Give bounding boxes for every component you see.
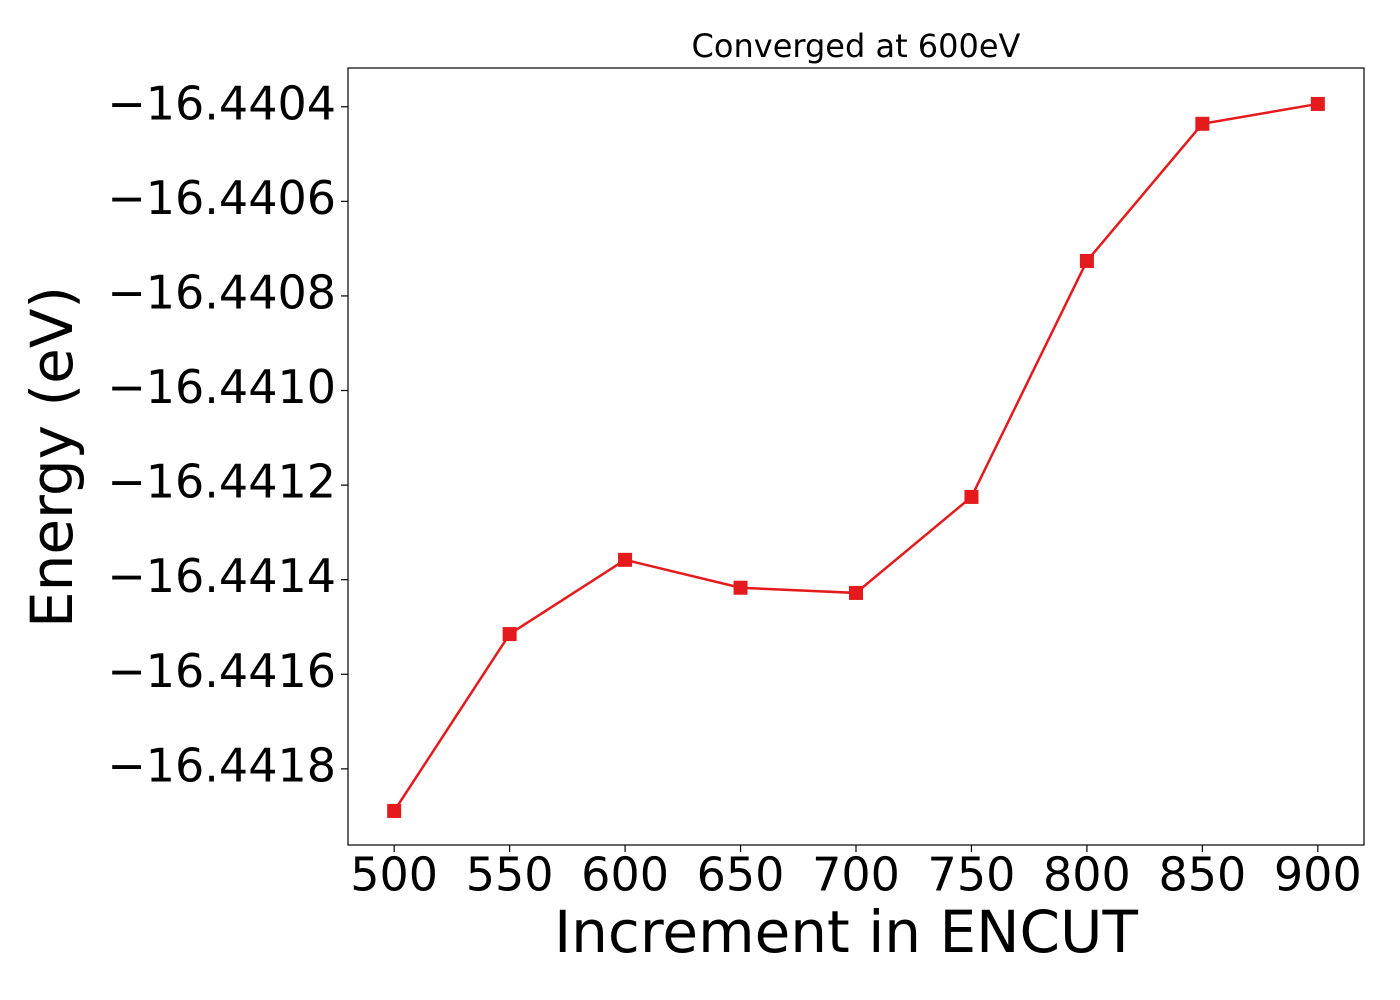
marker	[387, 803, 402, 818]
marker	[1310, 96, 1325, 111]
y-tick-label: −16.4406	[107, 171, 336, 225]
y-tick-label: −16.4416	[107, 644, 336, 698]
y-tick-label: −16.4404	[107, 76, 336, 130]
y-tick-label: −16.4414	[107, 549, 336, 603]
y-tick-label: −16.4418	[107, 738, 336, 792]
marker	[502, 627, 517, 642]
line	[393, 102, 1319, 812]
y-tick-label: −16.4412	[107, 455, 336, 509]
x-tick-label: 650	[697, 848, 785, 902]
chart-title: Converged at 600eV	[692, 27, 1021, 65]
marker	[849, 585, 863, 600]
plot-frame	[347, 67, 1365, 846]
x-tick-label: 850	[1158, 848, 1246, 902]
x-tick-label: 800	[1043, 848, 1131, 902]
y-axis-label: Energy (eV)	[18, 286, 86, 628]
marker	[1079, 253, 1094, 268]
x-tick-label: 900	[1274, 848, 1362, 902]
x-axis-label: Increment in ENCUT	[554, 898, 1138, 966]
marker	[618, 552, 633, 567]
marker	[964, 489, 979, 504]
x-tick-label: 600	[581, 848, 669, 902]
x-tick-label: 750	[928, 848, 1016, 902]
x-tick-label: 550	[466, 848, 554, 902]
y-tick-label: −16.4408	[107, 265, 336, 319]
x-tick-label: 500	[350, 848, 438, 902]
x-tick-label: 700	[812, 848, 900, 902]
y-tick-label: −16.4410	[107, 360, 336, 414]
marker	[733, 580, 748, 595]
marker	[1195, 116, 1210, 131]
